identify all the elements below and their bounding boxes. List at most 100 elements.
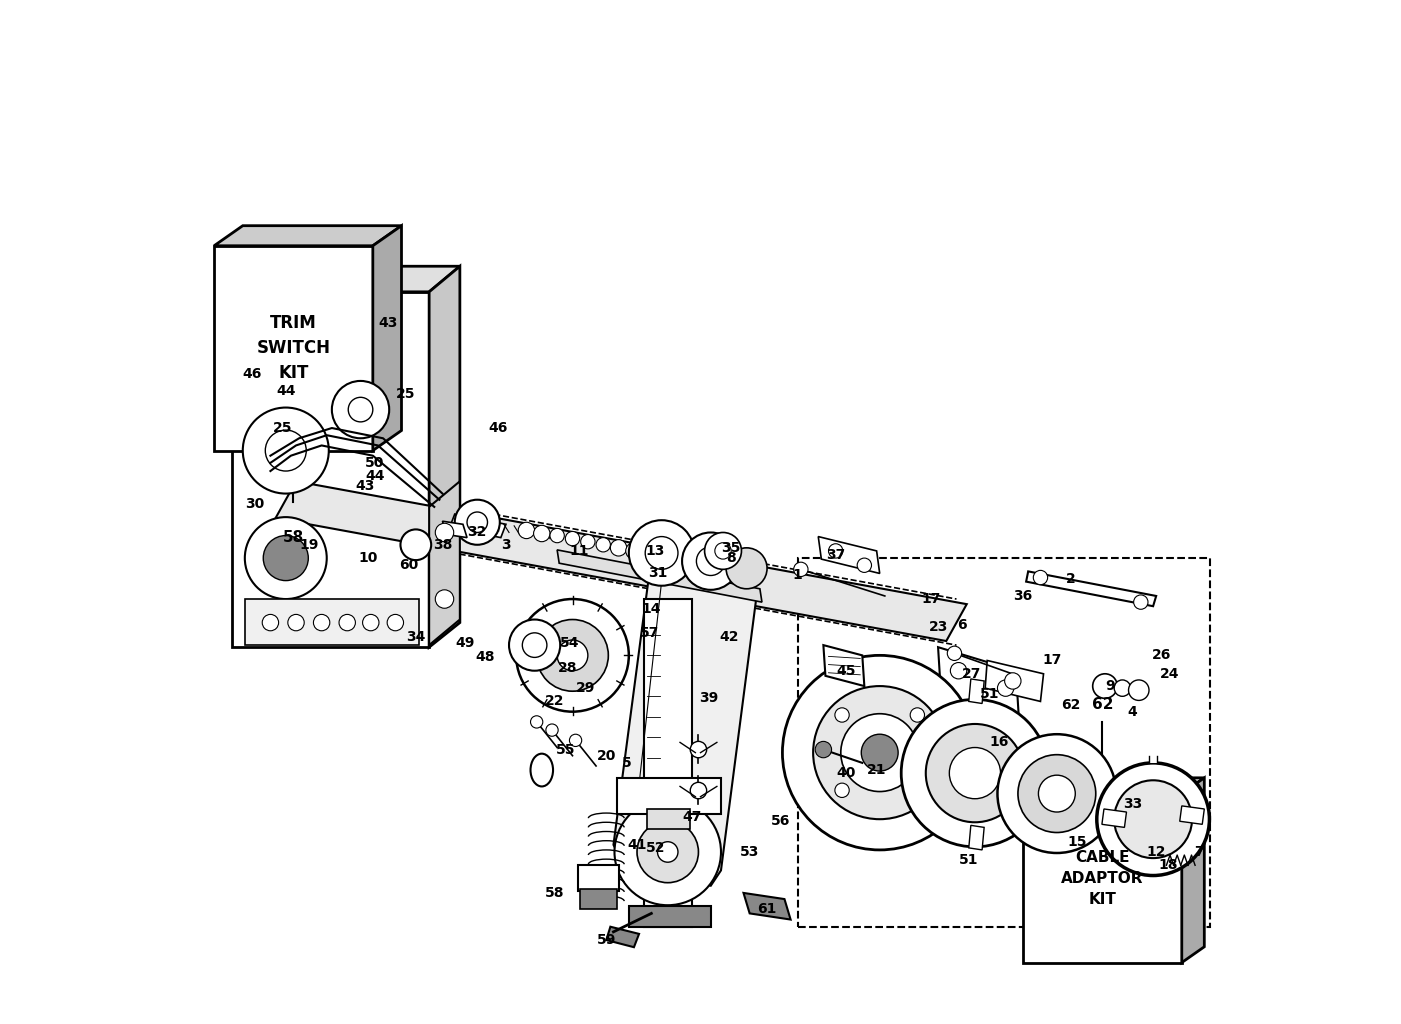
Text: 32: 32: [468, 525, 488, 540]
Text: 55: 55: [556, 742, 574, 757]
Circle shape: [569, 734, 581, 746]
Text: 5: 5: [622, 756, 632, 770]
Text: 28: 28: [558, 660, 577, 675]
Polygon shape: [968, 679, 984, 703]
Text: 62: 62: [1091, 696, 1114, 712]
Text: 35: 35: [722, 541, 741, 555]
Text: 25: 25: [273, 421, 293, 435]
Text: 51: 51: [979, 687, 999, 701]
Text: 49: 49: [455, 636, 475, 650]
Text: 42: 42: [720, 630, 738, 644]
Circle shape: [841, 714, 919, 792]
Circle shape: [523, 633, 546, 657]
Circle shape: [534, 525, 551, 542]
Polygon shape: [245, 599, 419, 645]
Circle shape: [911, 708, 925, 722]
Circle shape: [857, 558, 871, 572]
Circle shape: [1038, 775, 1076, 812]
Text: TRIM
SWITCH
KIT: TRIM SWITCH KIT: [256, 314, 331, 382]
Text: 20: 20: [597, 749, 616, 763]
Text: 43: 43: [354, 479, 374, 494]
Polygon shape: [1023, 794, 1182, 963]
Text: 43: 43: [378, 315, 398, 330]
Polygon shape: [214, 246, 373, 451]
Text: 25: 25: [396, 387, 415, 401]
Polygon shape: [1023, 778, 1205, 794]
Text: 45: 45: [836, 664, 856, 678]
Text: 53: 53: [740, 845, 759, 859]
Polygon shape: [824, 645, 864, 686]
Circle shape: [1034, 570, 1048, 585]
Text: 6: 6: [957, 617, 967, 632]
Circle shape: [314, 614, 329, 631]
Circle shape: [349, 397, 373, 422]
Circle shape: [696, 547, 726, 575]
Circle shape: [926, 724, 1024, 822]
Circle shape: [657, 842, 678, 862]
Text: 36: 36: [1013, 589, 1033, 603]
Circle shape: [950, 748, 1000, 799]
Circle shape: [682, 532, 740, 590]
Polygon shape: [558, 550, 762, 602]
Text: 18: 18: [1159, 858, 1178, 872]
Circle shape: [436, 523, 454, 542]
Text: 8: 8: [726, 551, 736, 565]
Circle shape: [813, 686, 946, 819]
Text: 2: 2: [1066, 571, 1076, 586]
Circle shape: [387, 614, 403, 631]
Circle shape: [815, 741, 832, 758]
Text: 19: 19: [300, 538, 319, 552]
Circle shape: [901, 699, 1049, 847]
Text: 10: 10: [359, 551, 377, 565]
Text: 40: 40: [836, 766, 856, 780]
Text: 31: 31: [647, 566, 667, 581]
Circle shape: [726, 548, 768, 589]
Circle shape: [242, 408, 329, 494]
Polygon shape: [614, 558, 757, 886]
Circle shape: [705, 532, 741, 569]
Circle shape: [580, 535, 595, 549]
Circle shape: [947, 646, 961, 660]
Polygon shape: [429, 481, 460, 645]
Circle shape: [828, 544, 843, 558]
Text: 50: 50: [366, 456, 384, 470]
Text: 15: 15: [1068, 835, 1087, 849]
Text: 52: 52: [646, 841, 665, 855]
Circle shape: [566, 531, 580, 546]
Text: 46: 46: [242, 367, 262, 381]
Polygon shape: [373, 225, 402, 451]
Circle shape: [245, 517, 326, 599]
Text: 13: 13: [646, 544, 665, 558]
Circle shape: [265, 430, 307, 471]
Polygon shape: [1182, 778, 1205, 963]
Text: 57: 57: [640, 626, 658, 640]
Circle shape: [629, 520, 695, 586]
Circle shape: [1114, 680, 1131, 696]
Circle shape: [401, 529, 432, 560]
Text: CABLE
ADAPTOR
KIT: CABLE ADAPTOR KIT: [1061, 850, 1143, 906]
Text: 58: 58: [545, 886, 565, 900]
Text: 44: 44: [366, 469, 385, 483]
Text: 33: 33: [1124, 797, 1142, 811]
Polygon shape: [616, 778, 722, 814]
Text: 4: 4: [1128, 705, 1138, 719]
Polygon shape: [985, 660, 1044, 701]
Circle shape: [615, 799, 722, 905]
Circle shape: [1114, 780, 1192, 858]
Text: 44: 44: [276, 384, 296, 398]
Circle shape: [339, 614, 356, 631]
Circle shape: [715, 543, 731, 559]
Polygon shape: [939, 647, 1026, 835]
Text: 3: 3: [502, 538, 511, 552]
Text: 56: 56: [771, 814, 790, 828]
Text: 17: 17: [1042, 653, 1062, 668]
Circle shape: [611, 540, 626, 556]
Text: 23: 23: [929, 620, 947, 634]
Text: 60: 60: [399, 558, 419, 572]
Circle shape: [998, 734, 1117, 853]
Circle shape: [1093, 674, 1117, 698]
Polygon shape: [647, 809, 691, 829]
Circle shape: [516, 599, 629, 712]
Text: 34: 34: [406, 630, 426, 644]
Circle shape: [436, 590, 454, 608]
